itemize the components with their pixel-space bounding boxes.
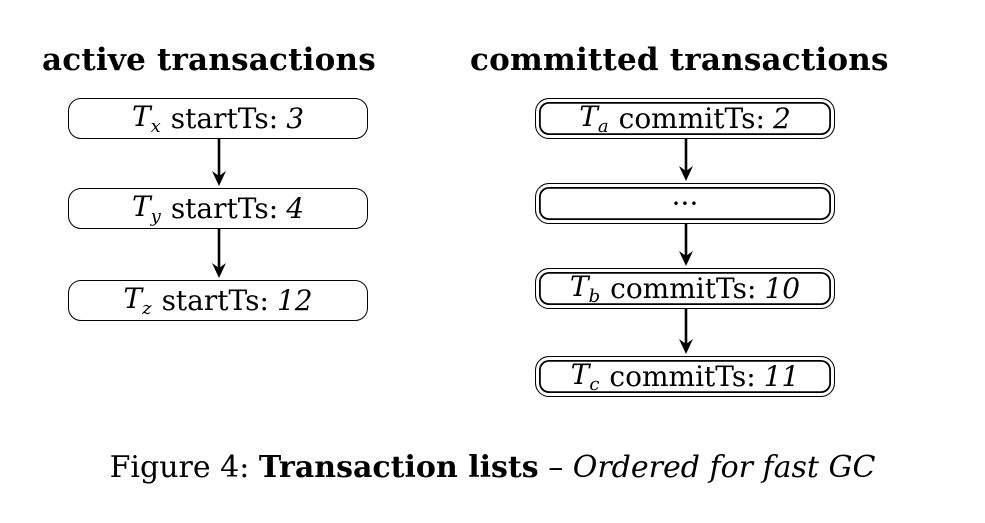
committed-transaction-node-c: Tc commitTs: 11 bbox=[535, 356, 835, 397]
commit-ts-label: commitTs: bbox=[618, 102, 765, 135]
arrow-down-icon bbox=[212, 229, 226, 278]
transaction-variable: Ty bbox=[131, 190, 161, 227]
start-ts-value: 12 bbox=[276, 284, 313, 317]
committed-transactions-heading: committed transactions bbox=[470, 42, 889, 78]
start-ts-value: 3 bbox=[286, 102, 305, 135]
figure-caption: Figure 4: Transaction lists – Ordered fo… bbox=[0, 450, 985, 485]
start-ts-value: 4 bbox=[286, 192, 305, 225]
active-transactions-heading: active transactions bbox=[42, 42, 376, 78]
commit-ts-label: commitTs: bbox=[610, 272, 757, 305]
transaction-variable: Tb bbox=[569, 270, 601, 307]
committed-transaction-ellipsis-node: ··· bbox=[535, 183, 835, 224]
arrow-down-icon bbox=[679, 309, 693, 354]
committed-transaction-node-b: Tb commitTs: 10 bbox=[535, 268, 835, 309]
commit-ts-value: 11 bbox=[763, 360, 800, 393]
arrow-down-icon bbox=[679, 139, 693, 181]
arrow-down-icon bbox=[679, 224, 693, 266]
active-transaction-node-z: Tz startTs: 12 bbox=[68, 280, 368, 321]
active-transaction-node-y: Ty startTs: 4 bbox=[68, 188, 368, 229]
caption-dash: – bbox=[548, 450, 564, 485]
commit-ts-value: 10 bbox=[764, 272, 801, 305]
transaction-variable: Tz bbox=[123, 282, 152, 319]
transaction-variable: Tc bbox=[570, 358, 600, 395]
transaction-variable: Tx bbox=[131, 100, 161, 137]
caption-subtitle: Ordered for fast GC bbox=[572, 450, 876, 485]
caption-prefix: Figure 4: bbox=[109, 450, 250, 485]
commit-ts-value: 2 bbox=[772, 102, 791, 135]
commit-ts-label: commitTs: bbox=[609, 360, 756, 393]
transaction-variable: Ta bbox=[579, 100, 609, 137]
start-ts-label: startTs: bbox=[170, 192, 279, 225]
ellipsis-text: ··· bbox=[671, 187, 699, 220]
caption-title: Transaction lists bbox=[258, 450, 539, 485]
active-transaction-node-x: Tx startTs: 3 bbox=[68, 98, 368, 139]
committed-transaction-node-a: Ta commitTs: 2 bbox=[535, 98, 835, 139]
arrow-down-icon bbox=[212, 139, 226, 186]
start-ts-label: startTs: bbox=[170, 102, 279, 135]
start-ts-label: startTs: bbox=[161, 284, 269, 317]
